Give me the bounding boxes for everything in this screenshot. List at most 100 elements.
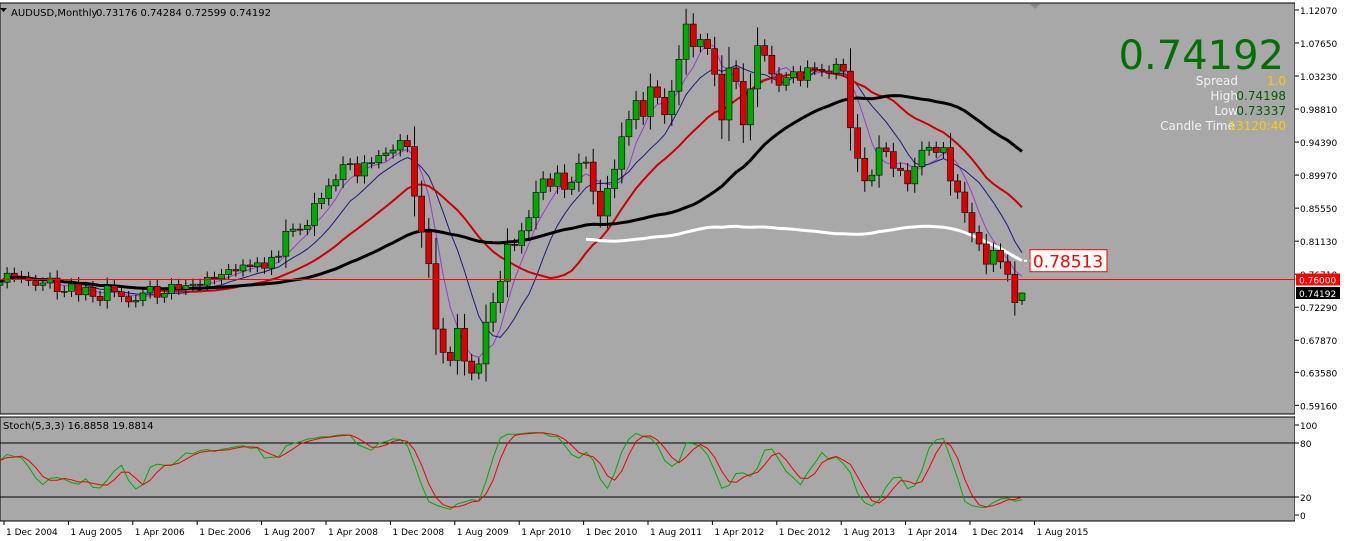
candle <box>882 142 890 158</box>
candle-body <box>1011 273 1019 303</box>
candle-body <box>561 172 568 190</box>
candle-body <box>361 162 368 177</box>
candle <box>404 134 411 153</box>
candle-body <box>211 276 218 280</box>
candle-body <box>654 86 661 98</box>
candle <box>475 357 483 380</box>
price-tick-label: 0.63580 <box>1300 369 1337 379</box>
candle-body <box>296 228 304 231</box>
candle-body <box>196 283 204 286</box>
candle-body <box>454 328 461 361</box>
candle-body <box>668 90 676 116</box>
time-tick-label: 1 Aug 2013 <box>843 528 895 538</box>
candle-body <box>439 328 447 353</box>
candle-body <box>854 127 861 159</box>
candle <box>96 290 104 307</box>
candle-body <box>689 23 697 47</box>
time-tick-label: 1 Dec 2014 <box>972 528 1024 538</box>
ma-callout-value: 0.78513 <box>1033 253 1103 273</box>
candle-body <box>75 283 82 296</box>
candle <box>697 33 704 53</box>
candle <box>361 155 368 184</box>
price-tick-label: 0.81130 <box>1300 238 1337 248</box>
time-tick-label: 1 Apr 2014 <box>908 528 958 538</box>
candle-body <box>482 321 490 365</box>
candle-body <box>904 170 911 185</box>
candle-body <box>847 70 854 129</box>
candle <box>768 45 776 84</box>
candle-body <box>840 63 847 72</box>
candle-body <box>890 151 897 169</box>
time-tick-label: 1 Apr 2012 <box>714 528 764 538</box>
candle <box>68 278 75 297</box>
time-tick-label: 1 Dec 2008 <box>392 528 444 538</box>
candle <box>968 202 976 243</box>
low-label: Low <box>1214 104 1238 118</box>
candle <box>511 238 518 252</box>
candle <box>639 91 647 125</box>
candle <box>682 8 690 75</box>
candle-body <box>761 45 769 56</box>
candle <box>318 192 325 210</box>
main-chart-pane[interactable]: 0.78513 <box>0 8 1295 382</box>
candle <box>582 156 590 169</box>
price-tick-label: 1.07650 <box>1300 40 1337 50</box>
candle-body <box>339 164 347 181</box>
current-price-tag: 0.74192 <box>1299 290 1336 300</box>
candle <box>861 147 869 192</box>
price-tick-label: 0.89970 <box>1300 172 1337 182</box>
candle-body <box>718 73 726 121</box>
candle <box>754 27 761 108</box>
candle-body <box>797 71 804 81</box>
candle <box>997 243 1004 269</box>
candle <box>296 223 304 236</box>
candle-body <box>597 190 604 217</box>
stochastic-pane[interactable] <box>0 431 1295 510</box>
candle <box>840 58 847 77</box>
candle <box>161 287 168 303</box>
stoch-tick-label: 0 <box>1300 512 1306 522</box>
stoch-signal-line <box>0 432 1023 508</box>
candle <box>504 228 511 298</box>
candle <box>25 271 32 287</box>
candle <box>389 144 397 159</box>
candle-body <box>697 39 704 47</box>
spread-label: Spread <box>1196 74 1238 88</box>
candle <box>239 259 247 277</box>
candle-body <box>111 285 118 293</box>
candle-body <box>639 100 647 117</box>
candle <box>304 219 311 236</box>
candle <box>53 270 61 300</box>
candle <box>211 271 218 285</box>
candle <box>89 280 97 303</box>
candle <box>182 279 190 295</box>
chart-menu-triangle-icon[interactable] <box>0 8 7 12</box>
candle <box>725 46 733 142</box>
candle-body <box>818 69 826 72</box>
candle <box>554 165 561 194</box>
candle <box>482 304 490 382</box>
candle <box>847 48 854 151</box>
candle <box>75 277 82 302</box>
candle-body <box>747 88 754 126</box>
candle-body <box>189 283 197 286</box>
candle <box>339 156 347 189</box>
candle <box>975 225 983 252</box>
candle <box>868 169 876 187</box>
candle <box>125 290 132 308</box>
stochastic-pane-background <box>0 416 1296 522</box>
candle <box>246 259 254 273</box>
time-tick-label: 1 Apr 2010 <box>521 528 571 538</box>
candle <box>904 162 911 192</box>
price-tick-label: 0.67870 <box>1300 337 1337 347</box>
candle-body <box>225 269 232 275</box>
price-tick-label: 0.94390 <box>1300 139 1337 149</box>
candle-body <box>304 225 311 230</box>
candle <box>203 271 211 291</box>
candle-body <box>325 185 333 199</box>
candle <box>890 142 897 178</box>
candle-body <box>61 290 68 293</box>
candle-body <box>825 70 833 74</box>
candle <box>618 122 626 184</box>
